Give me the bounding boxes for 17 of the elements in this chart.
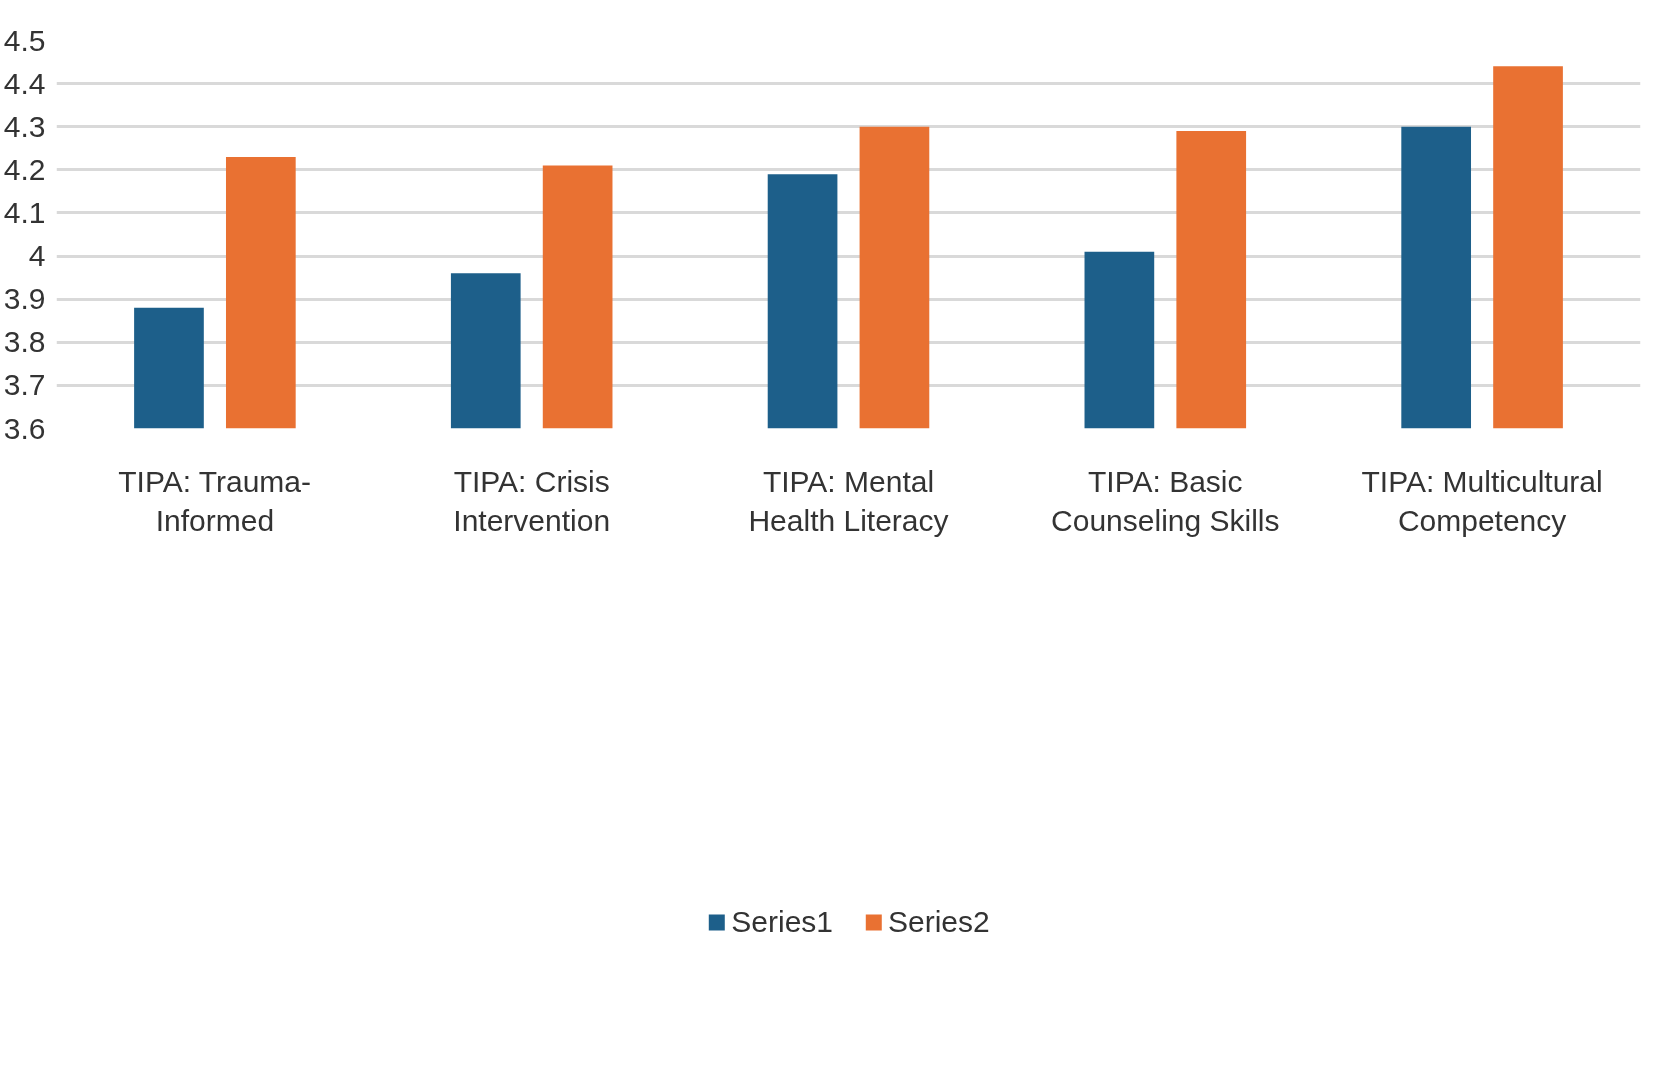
y-tick-label: 3.9 <box>3 282 46 316</box>
x-tick-label: TIPA: Crisis Intervention <box>453 464 611 538</box>
y-tick-label: 4.3 <box>3 109 46 143</box>
y-tick-label: 3.6 <box>3 411 46 445</box>
legend-label: Series1 <box>731 904 833 939</box>
x-tick-label: TIPA: Basic Counseling Skills <box>1051 464 1280 538</box>
y-tick-label: 3.7 <box>3 368 46 402</box>
x-tick-label: TIPA: Trauma-Informed <box>118 464 312 538</box>
y-tick-label: 4.1 <box>3 195 46 229</box>
y-tick-label: 4 <box>28 239 46 273</box>
y-tick-label: 4.2 <box>3 152 46 186</box>
x-tick-label: TIPA: Multicultural Competency <box>1361 464 1603 538</box>
y-tick-label: 4.5 <box>3 23 46 57</box>
legend-label: Series2 <box>888 904 990 939</box>
y-tick-label: 4.4 <box>3 66 46 100</box>
x-tick-label: TIPA: Mental Health Literacy <box>748 464 949 538</box>
y-tick-label: 3.8 <box>3 325 46 359</box>
